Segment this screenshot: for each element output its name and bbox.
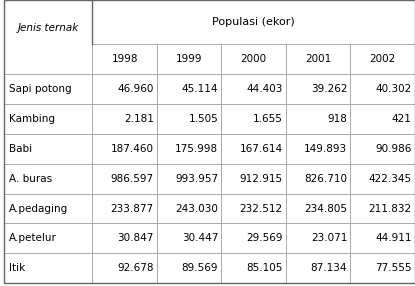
- Bar: [286, 164, 351, 194]
- Bar: [286, 44, 351, 74]
- Bar: [222, 253, 286, 283]
- Text: 2001: 2001: [305, 54, 331, 64]
- Text: 29.569: 29.569: [246, 233, 283, 243]
- Bar: [157, 194, 222, 223]
- Text: 30.847: 30.847: [117, 233, 154, 243]
- Bar: [222, 194, 286, 223]
- Bar: [4, 134, 93, 164]
- Bar: [351, 164, 415, 194]
- Text: Sapi potong: Sapi potong: [9, 84, 72, 94]
- Bar: [4, 223, 93, 253]
- Bar: [93, 104, 157, 134]
- Text: 986.597: 986.597: [110, 174, 154, 184]
- Bar: [157, 223, 222, 253]
- Bar: [93, 253, 157, 283]
- Text: 39.262: 39.262: [311, 84, 347, 94]
- Bar: [157, 164, 222, 194]
- Bar: [4, 194, 93, 223]
- Text: 233.877: 233.877: [110, 204, 154, 214]
- Bar: [157, 74, 222, 104]
- Bar: [222, 44, 286, 74]
- Bar: [157, 134, 222, 164]
- Text: 187.460: 187.460: [111, 144, 154, 154]
- Text: Itik: Itik: [9, 263, 25, 273]
- Bar: [4, 253, 93, 283]
- Bar: [351, 223, 415, 253]
- Bar: [351, 74, 415, 104]
- Bar: [286, 194, 351, 223]
- Bar: [286, 223, 351, 253]
- Text: 232.512: 232.512: [239, 204, 283, 214]
- Text: Jenis ternak: Jenis ternak: [18, 23, 79, 33]
- Text: 85.105: 85.105: [246, 263, 283, 273]
- Bar: [222, 223, 286, 253]
- Bar: [4, 164, 93, 194]
- Text: 1998: 1998: [112, 54, 138, 64]
- Bar: [222, 164, 286, 194]
- Text: 2002: 2002: [370, 54, 396, 64]
- Text: 421: 421: [392, 114, 412, 124]
- Text: 89.569: 89.569: [182, 263, 218, 273]
- Text: 211.832: 211.832: [369, 204, 412, 214]
- Bar: [286, 253, 351, 283]
- Bar: [4, 74, 93, 104]
- Text: Kambing: Kambing: [9, 114, 55, 124]
- Bar: [351, 44, 415, 74]
- Bar: [157, 253, 222, 283]
- Text: 918: 918: [327, 114, 347, 124]
- Text: Babi: Babi: [9, 144, 32, 154]
- Text: 234.805: 234.805: [304, 204, 347, 214]
- Bar: [93, 0, 415, 44]
- Bar: [351, 134, 415, 164]
- Text: 2000: 2000: [241, 54, 267, 64]
- Text: 2.181: 2.181: [124, 114, 154, 124]
- Bar: [286, 104, 351, 134]
- Text: 175.998: 175.998: [175, 144, 218, 154]
- Text: A.petelur: A.petelur: [9, 233, 57, 243]
- Text: 243.030: 243.030: [175, 204, 218, 214]
- Text: 45.114: 45.114: [182, 84, 218, 94]
- Bar: [93, 44, 157, 74]
- Text: 90.986: 90.986: [375, 144, 412, 154]
- Text: A. buras: A. buras: [9, 174, 52, 184]
- Text: 46.960: 46.960: [117, 84, 154, 94]
- Bar: [93, 164, 157, 194]
- Bar: [93, 74, 157, 104]
- Bar: [222, 134, 286, 164]
- Text: 40.302: 40.302: [376, 84, 412, 94]
- Text: 167.614: 167.614: [239, 144, 283, 154]
- Text: 23.071: 23.071: [311, 233, 347, 243]
- Text: 1999: 1999: [176, 54, 203, 64]
- Bar: [4, 104, 93, 134]
- Text: 30.447: 30.447: [182, 233, 218, 243]
- Text: 422.345: 422.345: [369, 174, 412, 184]
- Bar: [93, 223, 157, 253]
- Bar: [93, 194, 157, 223]
- Text: 44.911: 44.911: [375, 233, 412, 243]
- Bar: [222, 74, 286, 104]
- Bar: [351, 194, 415, 223]
- Text: 77.555: 77.555: [375, 263, 412, 273]
- Bar: [286, 134, 351, 164]
- Bar: [222, 104, 286, 134]
- Text: 1.505: 1.505: [188, 114, 218, 124]
- Bar: [4, 0, 93, 74]
- Text: A.pedaging: A.pedaging: [9, 204, 68, 214]
- Text: 44.403: 44.403: [246, 84, 283, 94]
- Text: 912.915: 912.915: [239, 174, 283, 184]
- Bar: [93, 134, 157, 164]
- Bar: [351, 104, 415, 134]
- Text: 87.134: 87.134: [311, 263, 347, 273]
- Text: 92.678: 92.678: [117, 263, 154, 273]
- Bar: [157, 44, 222, 74]
- Text: 993.957: 993.957: [175, 174, 218, 184]
- Bar: [351, 253, 415, 283]
- Bar: [286, 74, 351, 104]
- Bar: [157, 104, 222, 134]
- Text: 826.710: 826.710: [304, 174, 347, 184]
- Text: 1.655: 1.655: [253, 114, 283, 124]
- Text: 149.893: 149.893: [304, 144, 347, 154]
- Text: Populasi (ekor): Populasi (ekor): [212, 17, 295, 27]
